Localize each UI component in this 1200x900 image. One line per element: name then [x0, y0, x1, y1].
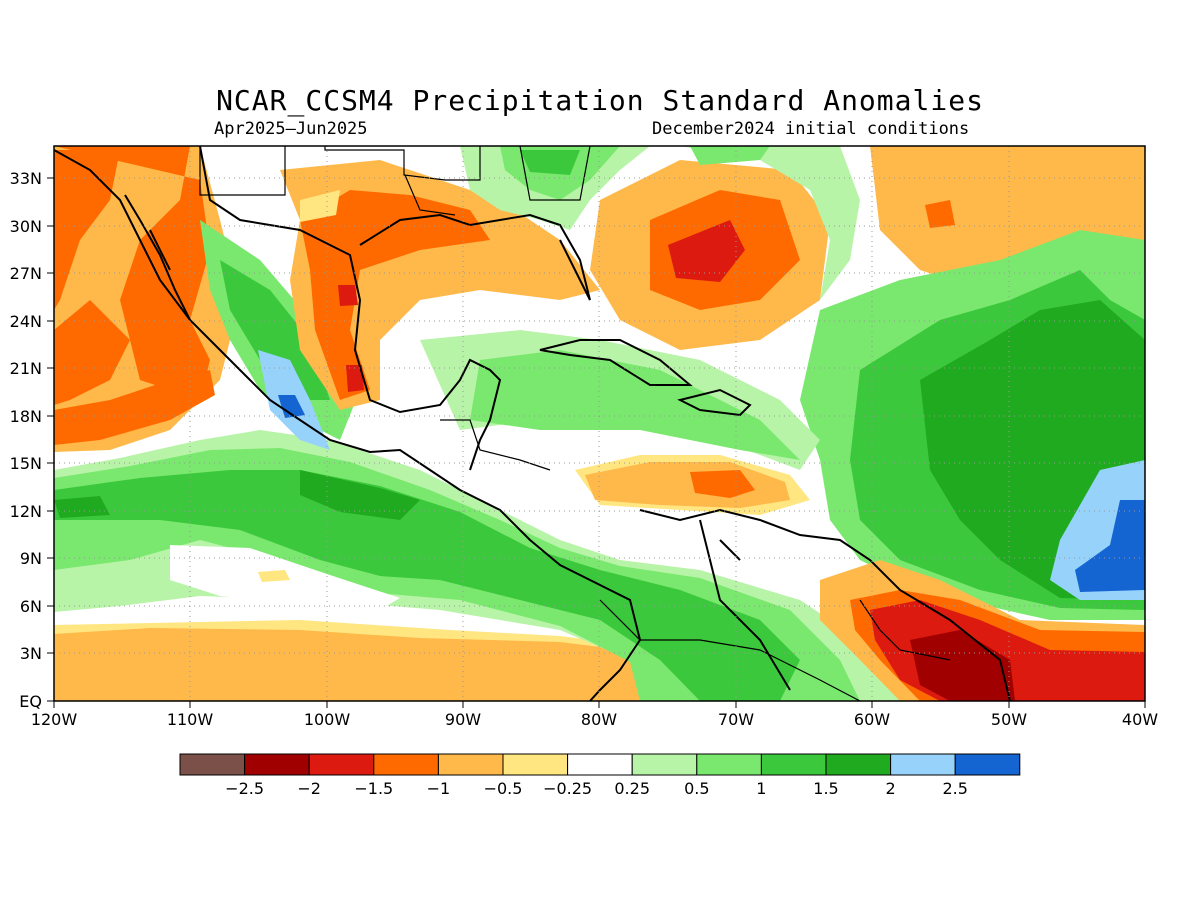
lat-label: 21N [10, 359, 42, 378]
lon-label: 40W [1122, 710, 1158, 729]
latitude-labels: 33N 30N 27N 24N 21N 18N 15N 12N 9N 6N 3N… [10, 169, 42, 711]
lon-label: 50W [991, 710, 1027, 729]
legend-label: 2 [886, 779, 896, 798]
legend-swatch [890, 753, 956, 776]
legend-label: −1.5 [354, 779, 393, 798]
legend-swatch [825, 753, 892, 776]
legend-swatch [373, 753, 439, 776]
legend-swatch [760, 753, 827, 776]
lat-label: 12N [10, 502, 42, 521]
legend-label: 0.5 [684, 779, 709, 798]
legend-label: 2.5 [942, 779, 967, 798]
legend-label: −1 [427, 779, 451, 798]
lat-label: EQ [19, 692, 42, 711]
legend-label: −0.5 [484, 779, 523, 798]
legend-swatch [631, 753, 698, 776]
legend-swatch [179, 753, 246, 776]
legend-swatch [954, 753, 1021, 776]
initial-conditions: December2024 initial conditions [652, 119, 970, 139]
lon-label: 60W [854, 710, 890, 729]
legend-label: 1 [756, 779, 766, 798]
lat-label: 9N [20, 549, 42, 568]
lat-label: 33N [10, 169, 42, 188]
lat-label: 3N [20, 644, 42, 663]
lon-label: 110W [167, 710, 214, 729]
lon-label: 100W [304, 710, 351, 729]
legend-swatch [437, 753, 504, 776]
lon-label: 90W [445, 710, 481, 729]
legend-label: 1.5 [813, 779, 838, 798]
forecast-period: Apr2025–Jun2025 [214, 119, 368, 139]
lat-label: 27N [10, 264, 42, 283]
longitude-labels: 120W 110W 100W 90W 80W 70W 60W 50W 40W [31, 710, 1158, 729]
legend-swatch [567, 753, 633, 776]
lat-label: 30N [10, 217, 42, 236]
lat-label: 15N [10, 454, 42, 473]
legend-swatch [696, 753, 762, 776]
map-title: NCAR_CCSM4 Precipitation Standard Anomal… [216, 84, 984, 117]
graticule [54, 146, 1145, 701]
anomaly-field [54, 146, 1145, 701]
color-legend: −2.5 −2 −1.5 −1 −0.5 −0.25 0.25 0.5 1 1.5 2 2.5 [179, 753, 1021, 798]
lat-label: 24N [10, 312, 42, 331]
legend-label: −0.25 [543, 779, 592, 798]
tick-marks [47, 177, 1146, 708]
legend-swatch [244, 753, 310, 776]
legend-swatch [308, 753, 375, 776]
legend-label: −2.5 [225, 779, 264, 798]
lon-label: 70W [718, 710, 754, 729]
lon-label: 80W [581, 710, 617, 729]
lat-label: 18N [10, 407, 42, 426]
coastlines [54, 146, 1011, 701]
lon-label: 120W [31, 710, 78, 729]
legend-label: 0.25 [614, 779, 650, 798]
lat-label: 6N [20, 597, 42, 616]
legend-swatch [502, 753, 569, 776]
legend-label: −2 [297, 779, 321, 798]
